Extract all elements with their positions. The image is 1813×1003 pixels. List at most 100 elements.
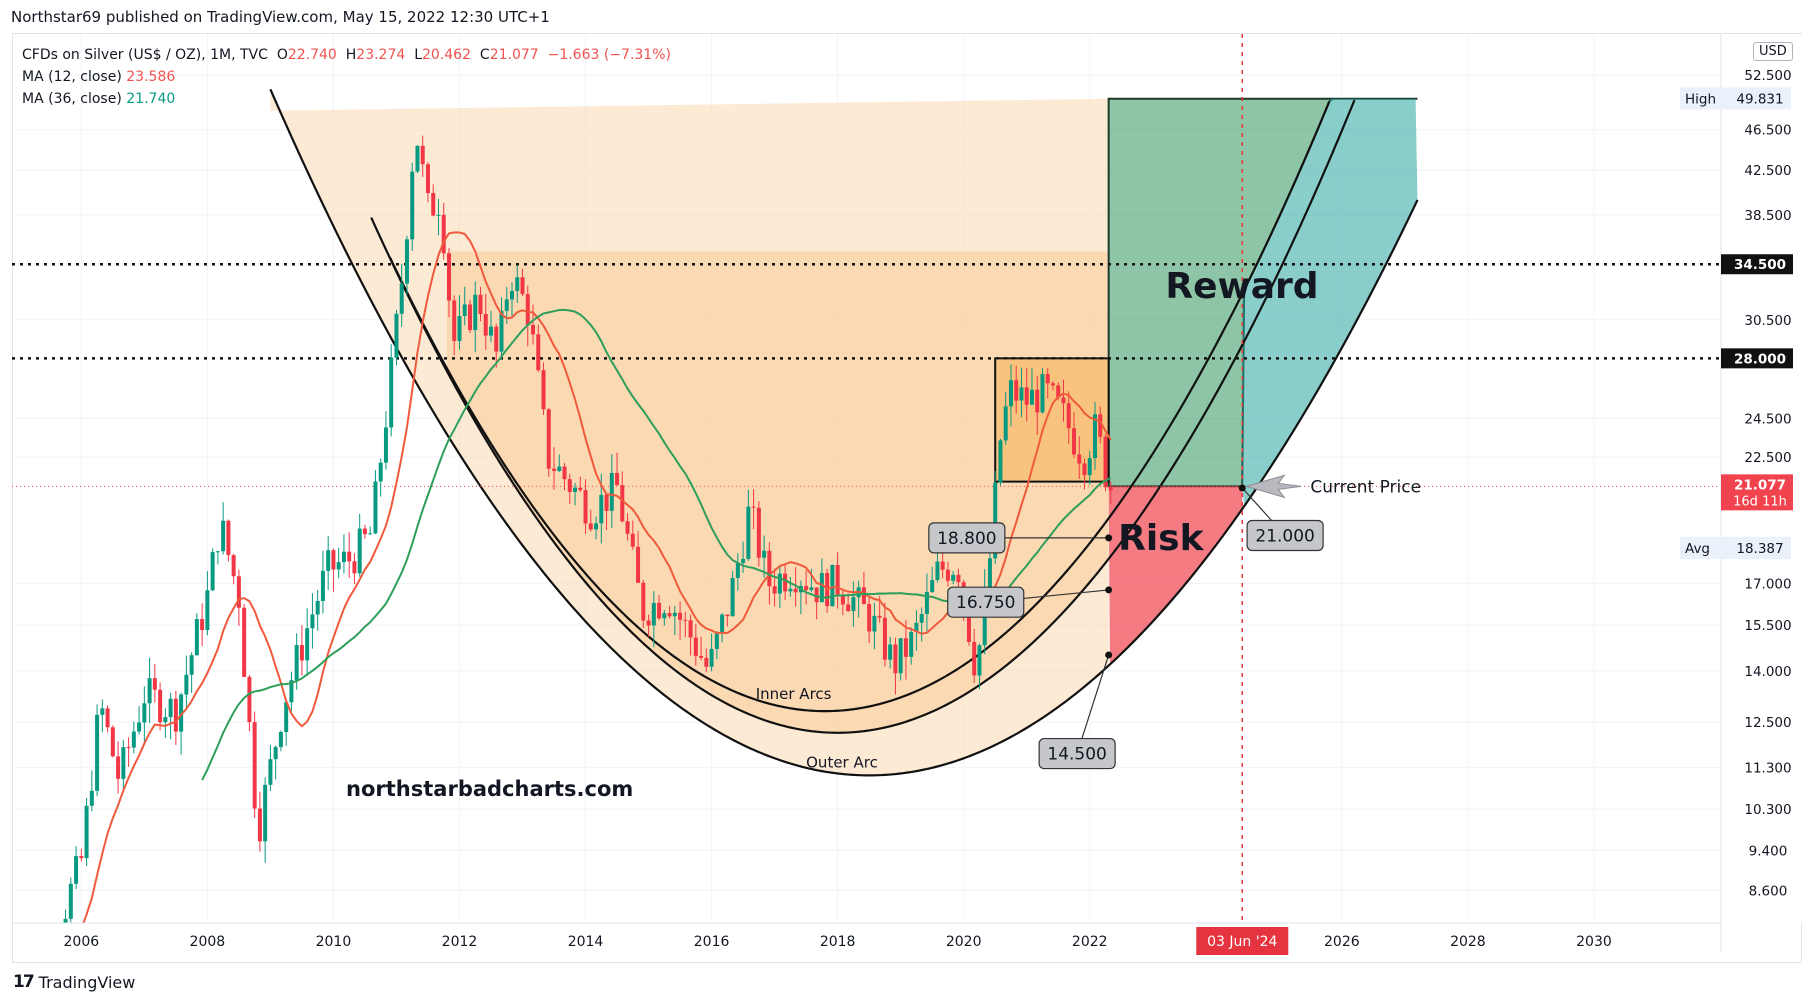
candle-body bbox=[898, 638, 903, 674]
candle-body bbox=[966, 605, 971, 642]
candle-body bbox=[58, 937, 62, 955]
candle-body bbox=[278, 732, 283, 748]
candle-body bbox=[615, 472, 620, 486]
axis-tag-value: 18.387 bbox=[1736, 541, 1783, 557]
time-tick-label: 2012 bbox=[442, 934, 478, 950]
candle-body bbox=[515, 277, 520, 291]
candle-body bbox=[993, 482, 998, 559]
candle-body bbox=[987, 558, 992, 591]
cup-shading bbox=[270, 89, 1109, 776]
candle-body bbox=[762, 550, 767, 558]
candle-body bbox=[462, 304, 467, 317]
candle-body bbox=[242, 607, 247, 677]
candle-body bbox=[420, 145, 425, 165]
candle-body bbox=[89, 790, 94, 806]
level-tag bbox=[1721, 254, 1793, 275]
candle-body bbox=[326, 550, 331, 571]
tradingview-logo-icon: 17 bbox=[13, 972, 35, 992]
price-tick-label: 52.500 bbox=[1744, 68, 1791, 84]
candle-body bbox=[945, 569, 950, 581]
level-tag-value: 28.000 bbox=[1734, 351, 1786, 367]
candle-body bbox=[746, 506, 751, 559]
price-tick-label: 17.000 bbox=[1744, 576, 1791, 592]
candle-body bbox=[562, 466, 567, 480]
callout-anchor bbox=[1238, 484, 1246, 492]
legend-open: 22.740 bbox=[287, 47, 337, 63]
candle-body bbox=[835, 564, 840, 595]
price-tick-label: 14.000 bbox=[1744, 664, 1791, 680]
candle-body bbox=[263, 784, 268, 842]
candle-body bbox=[541, 370, 546, 410]
time-tick-label: 2028 bbox=[1450, 934, 1486, 950]
candle-body bbox=[725, 614, 730, 617]
time-tick-label: 2026 bbox=[1324, 934, 1360, 950]
candle-body bbox=[683, 619, 688, 621]
candle-body bbox=[793, 588, 798, 593]
candle-body bbox=[499, 310, 504, 352]
candle-body bbox=[1061, 397, 1066, 404]
legend-low: 20.462 bbox=[422, 47, 471, 63]
candle-body bbox=[940, 561, 945, 570]
candle-body bbox=[299, 645, 304, 661]
candle-body bbox=[394, 313, 399, 358]
tradingview-logo[interactable]: 17 TradingView bbox=[13, 972, 135, 992]
candle-body bbox=[347, 551, 352, 562]
candle-body bbox=[1050, 383, 1055, 386]
candle-body bbox=[389, 357, 394, 428]
candle-body bbox=[867, 604, 872, 632]
legend-close: 21.077 bbox=[489, 47, 539, 63]
candle-body bbox=[68, 883, 73, 919]
inner-arc-2 bbox=[389, 101, 1331, 713]
candle-body bbox=[546, 409, 551, 469]
candle-body bbox=[846, 604, 851, 612]
publisher-line: Northstar69 published on TradingView.com… bbox=[11, 8, 550, 26]
cursor-date-tag bbox=[1196, 927, 1289, 955]
candle-body bbox=[735, 563, 740, 579]
candle-body bbox=[126, 747, 131, 749]
candle-body bbox=[646, 620, 651, 626]
legend-symbol-row: CFDs on Silver (US$ / OZ), 1M, TVC O22.7… bbox=[22, 44, 671, 66]
candle-body bbox=[16, 958, 20, 959]
current-price-value: 21.077 bbox=[1734, 477, 1786, 493]
candle-body bbox=[1003, 406, 1008, 441]
legend-high: 23.274 bbox=[356, 47, 406, 63]
candle-body bbox=[935, 561, 940, 581]
candle-body bbox=[331, 550, 336, 570]
legend-symbol: CFDs on Silver (US$ / OZ), 1M, TVC bbox=[22, 47, 268, 63]
candle-body bbox=[205, 590, 210, 631]
reward-label: Reward bbox=[1165, 266, 1318, 307]
candle-body bbox=[772, 586, 777, 594]
candle-body bbox=[368, 533, 373, 535]
candle-body bbox=[998, 440, 1003, 483]
callout-box bbox=[947, 586, 1025, 618]
candle-body bbox=[688, 620, 693, 638]
candle-body bbox=[494, 326, 499, 352]
time-tick-label: 2018 bbox=[820, 934, 856, 950]
candle-body bbox=[819, 572, 824, 603]
candle-body bbox=[520, 277, 525, 295]
candle-body bbox=[425, 164, 430, 194]
inner-arcs-label: Inner Arcs bbox=[756, 685, 832, 703]
candle-body bbox=[284, 702, 289, 733]
currency-button[interactable]: USD bbox=[1753, 42, 1793, 61]
axis-tag-label: High bbox=[1685, 92, 1716, 108]
candle-body bbox=[704, 657, 709, 667]
candle-body bbox=[410, 171, 415, 240]
candle-body bbox=[977, 645, 982, 676]
price-tick-label: 9.400 bbox=[1749, 843, 1788, 859]
candle-body bbox=[641, 582, 646, 621]
candle-body bbox=[373, 481, 378, 534]
legend-ma36-value: 21.740 bbox=[126, 91, 176, 107]
price-tick-label: 8.600 bbox=[1749, 883, 1788, 899]
candle-body bbox=[84, 805, 89, 859]
callout-leader bbox=[1076, 654, 1110, 754]
candle-body bbox=[709, 648, 714, 667]
candle-body bbox=[247, 676, 252, 723]
callout-value: 16.750 bbox=[956, 593, 1015, 613]
candle-body bbox=[861, 587, 866, 605]
candle-body bbox=[79, 856, 84, 859]
candle-body bbox=[919, 614, 924, 623]
candle-body bbox=[431, 193, 436, 216]
candle-body bbox=[105, 708, 110, 728]
